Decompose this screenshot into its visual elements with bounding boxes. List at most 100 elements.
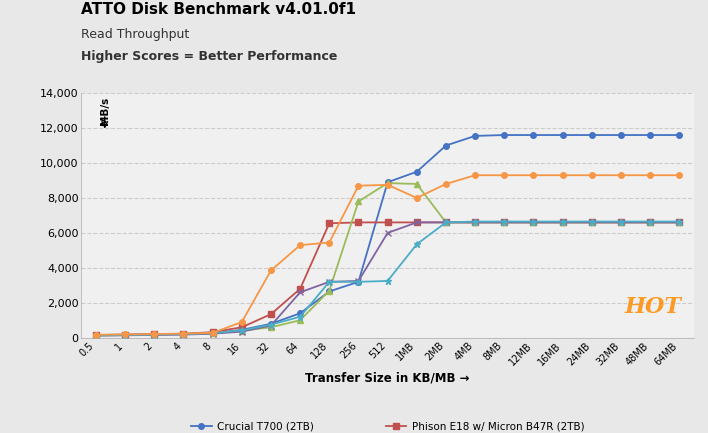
ADATA XPG Gammix S70 (2TB) bbox=[150, 332, 159, 337]
Corsair MP700 (2TB) bbox=[442, 181, 450, 187]
Corsair MP700 (2TB) bbox=[238, 320, 246, 325]
Corsair MP700 (2TB) bbox=[179, 331, 188, 336]
Crucial T700 (2TB) bbox=[267, 321, 275, 326]
Crucial T700 (2TB) bbox=[208, 331, 217, 336]
Samsung SSD 990 Pro (2TB) bbox=[500, 220, 508, 225]
Phison PS5026-E26 (2TB) bbox=[179, 332, 188, 337]
Text: MB/s: MB/s bbox=[100, 97, 110, 125]
ADATA XPG Gammix S70 (2TB) bbox=[559, 219, 567, 224]
Crucial T700 (2TB) bbox=[588, 132, 596, 138]
Phison PS5026-E26 (2TB) bbox=[442, 220, 450, 225]
Crucial T700 (2TB) bbox=[179, 332, 188, 337]
Phison E18 w/ Micron B47R (2TB) bbox=[559, 220, 567, 225]
Samsung SSD 990 Pro (2TB) bbox=[617, 220, 625, 225]
ADATA XPG Gammix S70 (2TB) bbox=[296, 314, 304, 320]
ADATA XPG Gammix S70 (2TB) bbox=[354, 279, 362, 284]
Phison E18 w/ Micron B47R (2TB) bbox=[208, 330, 217, 335]
Samsung SSD 990 Pro (2TB) bbox=[529, 220, 537, 225]
Phison E18 w/ Micron B47R (2TB) bbox=[354, 220, 362, 225]
Phison PS5026-E26 (2TB) bbox=[617, 220, 625, 225]
Crucial T700 (2TB) bbox=[325, 289, 333, 294]
Corsair MP700 (2TB) bbox=[529, 173, 537, 178]
Samsung SSD 990 Pro (2TB) bbox=[208, 331, 217, 336]
Phison E18 w/ Micron B47R (2TB) bbox=[646, 220, 654, 225]
Crucial T700 (2TB) bbox=[617, 132, 625, 138]
Phison PS5026-E26 (2TB) bbox=[413, 181, 421, 187]
Line: ADATA XPG Gammix S70 (2TB): ADATA XPG Gammix S70 (2TB) bbox=[93, 218, 683, 339]
Phison PS5026-E26 (2TB) bbox=[150, 332, 159, 337]
Samsung SSD 990 Pro (2TB) bbox=[588, 220, 596, 225]
Corsair MP700 (2TB) bbox=[471, 173, 479, 178]
Samsung SSD 990 Pro (2TB) bbox=[675, 220, 683, 225]
Crucial T700 (2TB) bbox=[675, 132, 683, 138]
Phison PS5026-E26 (2TB) bbox=[646, 220, 654, 225]
Phison E18 w/ Micron B47R (2TB) bbox=[92, 333, 101, 338]
Phison E18 w/ Micron B47R (2TB) bbox=[500, 220, 508, 225]
ADATA XPG Gammix S70 (2TB) bbox=[384, 278, 392, 284]
Crucial T700 (2TB) bbox=[354, 279, 362, 284]
ADATA XPG Gammix S70 (2TB) bbox=[267, 322, 275, 327]
ADATA XPG Gammix S70 (2TB) bbox=[208, 331, 217, 336]
Phison PS5026-E26 (2TB) bbox=[267, 325, 275, 330]
Corsair MP700 (2TB) bbox=[92, 332, 101, 337]
Corsair MP700 (2TB) bbox=[559, 173, 567, 178]
Samsung SSD 990 Pro (2TB) bbox=[150, 333, 159, 338]
Phison E18 w/ Micron B47R (2TB) bbox=[121, 332, 130, 337]
ADATA XPG Gammix S70 (2TB) bbox=[500, 219, 508, 224]
Crucial T700 (2TB) bbox=[500, 132, 508, 138]
ADATA XPG Gammix S70 (2TB) bbox=[238, 328, 246, 333]
Corsair MP700 (2TB) bbox=[208, 330, 217, 336]
Samsung SSD 990 Pro (2TB) bbox=[384, 230, 392, 236]
Phison PS5026-E26 (2TB) bbox=[384, 181, 392, 186]
Crucial T700 (2TB) bbox=[384, 180, 392, 185]
Crucial T700 (2TB) bbox=[442, 143, 450, 148]
Phison PS5026-E26 (2TB) bbox=[208, 331, 217, 336]
Line: Phison PS5026-E26 (2TB): Phison PS5026-E26 (2TB) bbox=[93, 180, 682, 338]
Phison PS5026-E26 (2TB) bbox=[500, 220, 508, 225]
Phison PS5026-E26 (2TB) bbox=[588, 220, 596, 225]
Crucial T700 (2TB) bbox=[529, 132, 537, 138]
Line: Crucial T700 (2TB): Crucial T700 (2TB) bbox=[93, 132, 682, 338]
Text: ATTO Disk Benchmark v4.01.0f1: ATTO Disk Benchmark v4.01.0f1 bbox=[81, 2, 356, 17]
Samsung SSD 990 Pro (2TB) bbox=[442, 220, 450, 225]
Phison PS5026-E26 (2TB) bbox=[675, 220, 683, 225]
Samsung SSD 990 Pro (2TB) bbox=[121, 333, 130, 338]
ADATA XPG Gammix S70 (2TB) bbox=[675, 219, 683, 224]
Phison PS5026-E26 (2TB) bbox=[529, 220, 537, 225]
Samsung SSD 990 Pro (2TB) bbox=[296, 290, 304, 295]
Corsair MP700 (2TB) bbox=[150, 332, 159, 337]
Line: Phison E18 w/ Micron B47R (2TB): Phison E18 w/ Micron B47R (2TB) bbox=[93, 220, 682, 338]
ADATA XPG Gammix S70 (2TB) bbox=[617, 219, 625, 224]
Samsung SSD 990 Pro (2TB) bbox=[179, 332, 188, 337]
ADATA XPG Gammix S70 (2TB) bbox=[413, 242, 421, 247]
Phison E18 w/ Micron B47R (2TB) bbox=[675, 220, 683, 225]
Phison PS5026-E26 (2TB) bbox=[354, 199, 362, 204]
Phison E18 w/ Micron B47R (2TB) bbox=[442, 220, 450, 225]
ADATA XPG Gammix S70 (2TB) bbox=[588, 219, 596, 224]
Samsung SSD 990 Pro (2TB) bbox=[238, 329, 246, 334]
Phison PS5026-E26 (2TB) bbox=[296, 318, 304, 323]
Samsung SSD 990 Pro (2TB) bbox=[559, 220, 567, 225]
Samsung SSD 990 Pro (2TB) bbox=[354, 278, 362, 284]
Phison E18 w/ Micron B47R (2TB) bbox=[267, 312, 275, 317]
ADATA XPG Gammix S70 (2TB) bbox=[529, 219, 537, 224]
Corsair MP700 (2TB) bbox=[588, 173, 596, 178]
ADATA XPG Gammix S70 (2TB) bbox=[92, 333, 101, 338]
Line: Samsung SSD 990 Pro (2TB): Samsung SSD 990 Pro (2TB) bbox=[93, 219, 683, 339]
Phison PS5026-E26 (2TB) bbox=[471, 220, 479, 225]
Samsung SSD 990 Pro (2TB) bbox=[325, 279, 333, 284]
Crucial T700 (2TB) bbox=[121, 332, 130, 337]
Phison E18 w/ Micron B47R (2TB) bbox=[588, 220, 596, 225]
Phison PS5026-E26 (2TB) bbox=[121, 333, 130, 338]
Legend: Crucial T700 (2TB), Phison PS5026-E26 (2TB), ADATA XPG Gammix S70 (2TB), Phison : Crucial T700 (2TB), Phison PS5026-E26 (2… bbox=[191, 421, 584, 433]
Phison E18 w/ Micron B47R (2TB) bbox=[325, 221, 333, 226]
Phison E18 w/ Micron B47R (2TB) bbox=[296, 286, 304, 291]
Corsair MP700 (2TB) bbox=[121, 332, 130, 337]
Corsair MP700 (2TB) bbox=[296, 242, 304, 248]
Crucial T700 (2TB) bbox=[471, 133, 479, 139]
X-axis label: Transfer Size in KB/MB →: Transfer Size in KB/MB → bbox=[305, 371, 470, 385]
Phison PS5026-E26 (2TB) bbox=[92, 333, 101, 338]
Corsair MP700 (2TB) bbox=[500, 173, 508, 178]
Phison E18 w/ Micron B47R (2TB) bbox=[150, 332, 159, 337]
Text: Higher Scores = Better Performance: Higher Scores = Better Performance bbox=[81, 50, 338, 63]
